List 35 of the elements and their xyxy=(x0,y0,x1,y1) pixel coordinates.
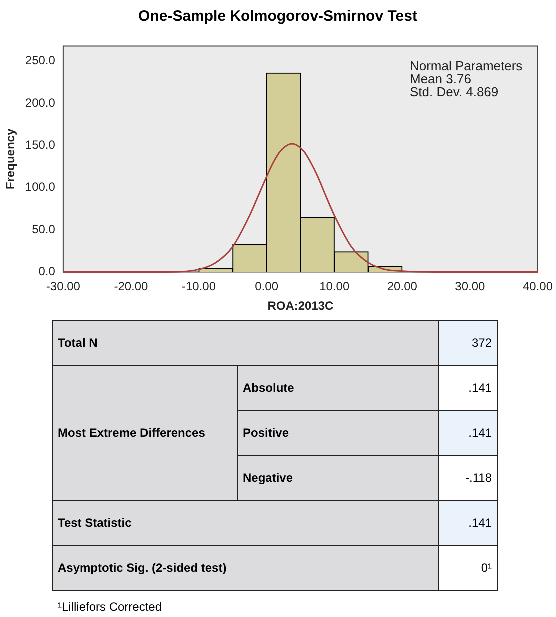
y-tick-label: 200.0 xyxy=(25,96,56,110)
text: .141 xyxy=(438,366,498,410)
text: Absolute xyxy=(238,366,438,410)
text: .141 xyxy=(438,410,498,456)
y-tick-label: 250.0 xyxy=(25,54,56,68)
annotation: Normal Parameters xyxy=(410,58,524,74)
x-tick-label: 10.00 xyxy=(320,280,350,294)
text: Negative xyxy=(238,456,438,500)
x-tick-label: -10.00 xyxy=(182,280,216,294)
text: Positive xyxy=(238,410,438,456)
text: 0¹ xyxy=(438,546,498,590)
x-axis-title: ROA:2013C xyxy=(268,299,334,314)
annotation: Std. Dev. 4.869 xyxy=(410,84,499,100)
x-tick-label: -20.00 xyxy=(114,280,149,294)
text: 372 xyxy=(438,320,498,366)
text: Total N xyxy=(52,320,438,366)
x-tick-label: -30.00 xyxy=(46,280,81,294)
text: Most Extreme Differences xyxy=(52,366,238,500)
line-series xyxy=(62,143,539,273)
chart-title: One-Sample Kolmogorov-Smirnov Test xyxy=(138,8,418,25)
y-tick-label: 150.0 xyxy=(25,138,56,152)
annotation: Mean 3.76 xyxy=(410,71,472,86)
x-tick-label: 40.00 xyxy=(522,280,554,294)
text: .141 xyxy=(438,500,498,546)
x-tick-label: 20.00 xyxy=(387,280,418,294)
x-tick-label: 0.00 xyxy=(255,280,279,294)
text: Asymptotic Sig. (2-sided test) xyxy=(52,546,438,590)
y-tick-label: 50.0 xyxy=(32,222,56,236)
y-tick-label: 100.0 xyxy=(25,180,56,194)
text: ¹Lilliefors Corrected xyxy=(58,600,162,614)
text: -.118 xyxy=(438,456,498,500)
x-tick-label: 30.00 xyxy=(455,280,486,294)
text: Test Statistic xyxy=(52,500,438,546)
y-axis-title: Frequency xyxy=(4,128,18,190)
y-tick-label: 0.0 xyxy=(38,264,56,279)
